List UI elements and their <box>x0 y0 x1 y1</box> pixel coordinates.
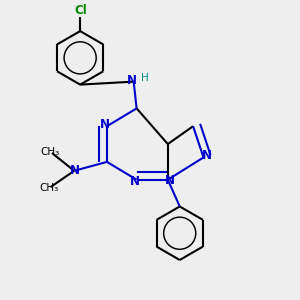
Text: N: N <box>202 149 212 162</box>
Text: Cl: Cl <box>74 4 87 17</box>
Text: H: H <box>141 73 149 83</box>
Text: N: N <box>165 174 175 187</box>
Text: CH₃: CH₃ <box>39 183 58 193</box>
Text: CH₃: CH₃ <box>41 147 60 157</box>
Text: N: N <box>130 175 140 188</box>
Text: N: N <box>127 74 137 87</box>
Text: N: N <box>70 164 80 177</box>
Text: N: N <box>100 118 110 131</box>
